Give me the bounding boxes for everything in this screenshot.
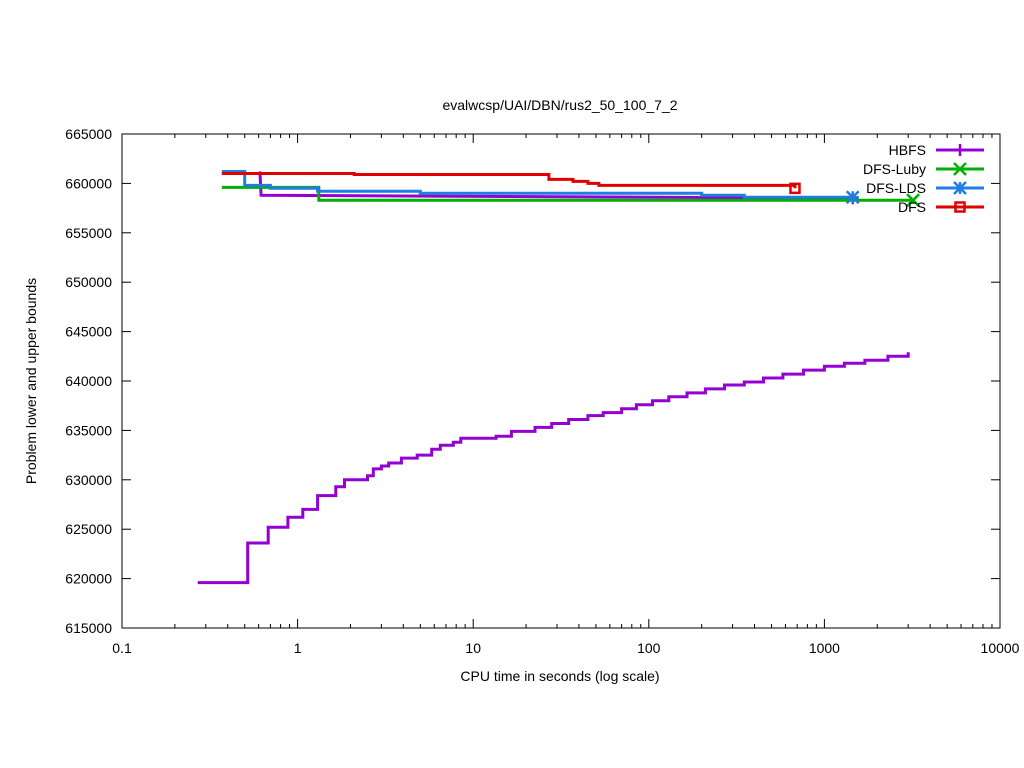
x-tick-label: 1 bbox=[294, 640, 302, 656]
plus-marker bbox=[954, 144, 966, 156]
y-tick-label: 655000 bbox=[65, 225, 112, 241]
y-tick-label: 640000 bbox=[65, 373, 112, 389]
x-tick-label: 100 bbox=[637, 640, 661, 656]
star-marker bbox=[845, 190, 860, 205]
legend: HBFS DFS-Luby DFS-LDS DFS bbox=[863, 142, 984, 215]
x-tick-label: 0.1 bbox=[112, 640, 132, 656]
series-dfs bbox=[221, 172, 801, 195]
legend-label: DFS bbox=[898, 199, 926, 215]
y-axis-label: Problem lower and upper bounds bbox=[23, 278, 39, 484]
y-tick-label: 625000 bbox=[65, 521, 112, 537]
legend-label: HBFS bbox=[889, 142, 926, 158]
series-dfs-lds bbox=[221, 170, 860, 205]
x-marker bbox=[953, 162, 967, 176]
chart-title: evalwcsp/UAI/DBN/rus2_50_100_7_2 bbox=[442, 97, 677, 113]
series-line bbox=[197, 352, 910, 585]
y-tick-label: 630000 bbox=[65, 472, 112, 488]
x-axis-label: CPU time in seconds (log scale) bbox=[460, 668, 659, 684]
series-line bbox=[221, 172, 797, 189]
plot-frame bbox=[121, 133, 1001, 629]
y-tick-label: 660000 bbox=[65, 175, 112, 191]
x-marker bbox=[906, 193, 920, 208]
legend-label: DFS-Luby bbox=[863, 161, 926, 177]
y-tick-label: 620000 bbox=[65, 571, 112, 587]
series-line bbox=[221, 170, 853, 199]
x-tick-label: 1000 bbox=[809, 640, 840, 656]
series-lines bbox=[197, 170, 920, 585]
star-marker bbox=[953, 181, 967, 195]
y-tick-label: 645000 bbox=[65, 324, 112, 340]
x-tick-label: 10000 bbox=[981, 640, 1020, 656]
y-tick-label: 665000 bbox=[65, 126, 112, 142]
square-marker bbox=[954, 201, 966, 213]
square-marker bbox=[789, 182, 801, 195]
y-tick-label: 650000 bbox=[65, 274, 112, 290]
legend-label: DFS-LDS bbox=[866, 180, 926, 196]
y-tick-label: 615000 bbox=[65, 620, 112, 636]
series-line bbox=[258, 171, 853, 200]
y-tick-label: 635000 bbox=[65, 422, 112, 438]
x-tick-label: 10 bbox=[465, 640, 481, 656]
